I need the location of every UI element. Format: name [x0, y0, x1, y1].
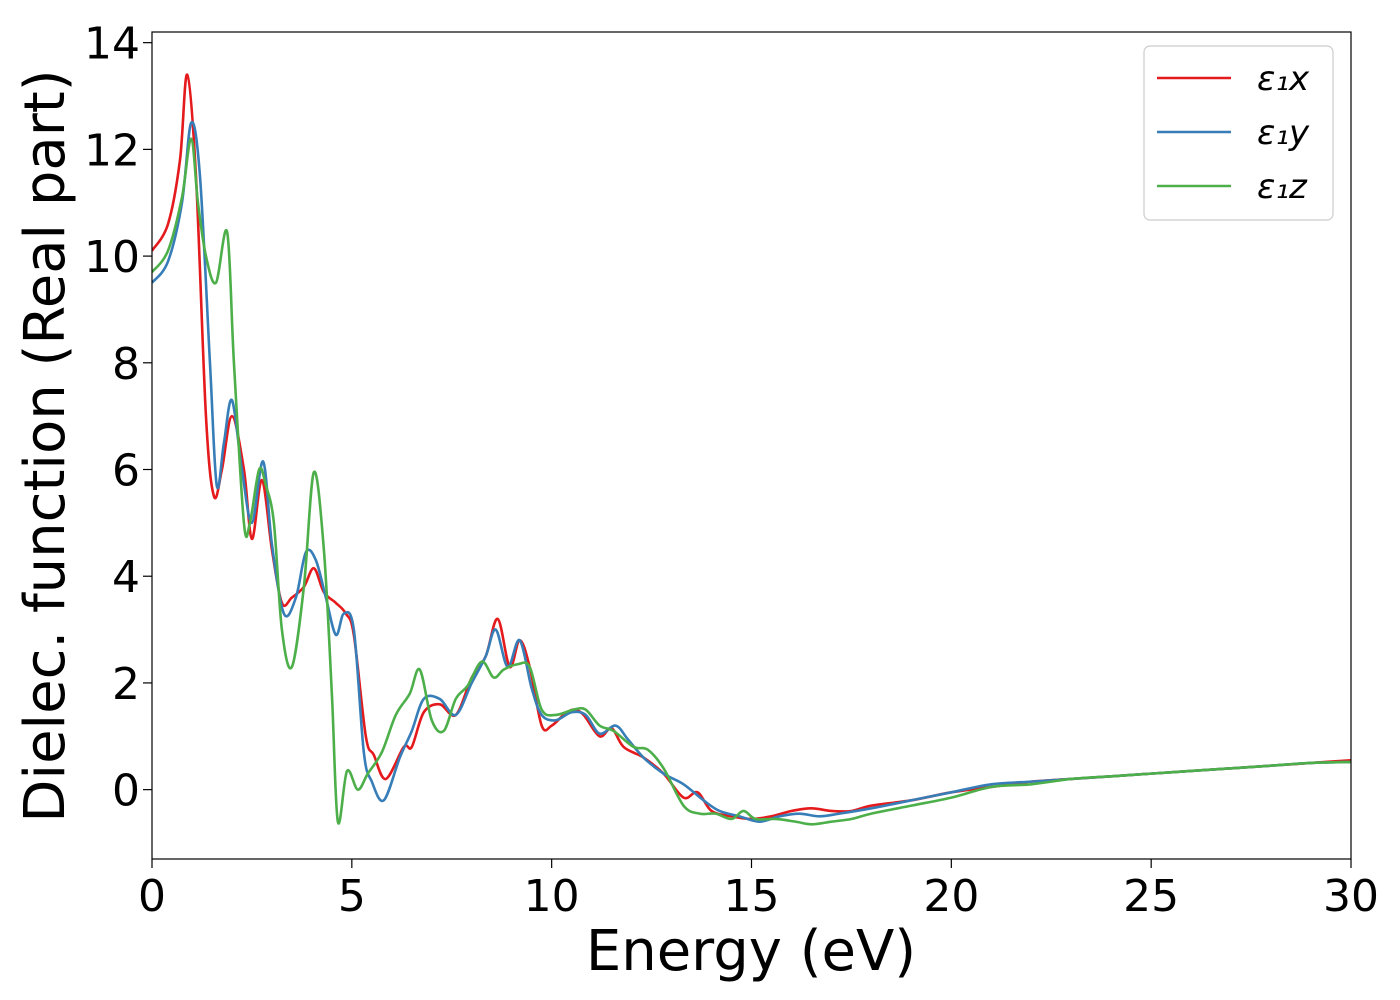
- y-tick-label: 12: [84, 125, 140, 176]
- series-line-epsilon-1x: [152, 73, 1351, 821]
- x-tick-label: 0: [138, 871, 166, 922]
- y-tick-label: 0: [112, 766, 140, 817]
- legend-label-epsilon-1x: ε₁x: [1257, 59, 1310, 99]
- y-tick-label: 14: [84, 19, 140, 70]
- x-axis-label: Energy (eV): [586, 919, 916, 984]
- legend: ε₁x ε₁y ε₁z: [1143, 45, 1334, 221]
- x-tick-label: 15: [724, 871, 780, 922]
- y-tick-label: 8: [112, 339, 140, 390]
- legend-box: [1143, 45, 1334, 221]
- y-tick-label: 10: [84, 232, 140, 283]
- y-tick-label: 4: [112, 552, 140, 603]
- legend-label-epsilon-1y: ε₁y: [1257, 113, 1310, 153]
- tick-layer: 0 5 10 15 20 25 30 0 2 4 6 8 10 12 14: [84, 19, 1379, 922]
- series-line-epsilon-1z: [152, 137, 1351, 826]
- x-tick-label: 25: [1123, 871, 1179, 922]
- x-tick-label: 20: [923, 871, 979, 922]
- x-tick-label: 5: [338, 871, 366, 922]
- y-axis-label: Dielec. function (Real part): [13, 69, 78, 822]
- series-layer: [152, 73, 1351, 826]
- legend-label-epsilon-1z: ε₁z: [1257, 167, 1308, 207]
- x-tick-label: 10: [524, 871, 580, 922]
- x-tick-label: 30: [1323, 871, 1379, 922]
- y-tick-label: 2: [112, 659, 140, 710]
- y-tick-label: 6: [112, 446, 140, 497]
